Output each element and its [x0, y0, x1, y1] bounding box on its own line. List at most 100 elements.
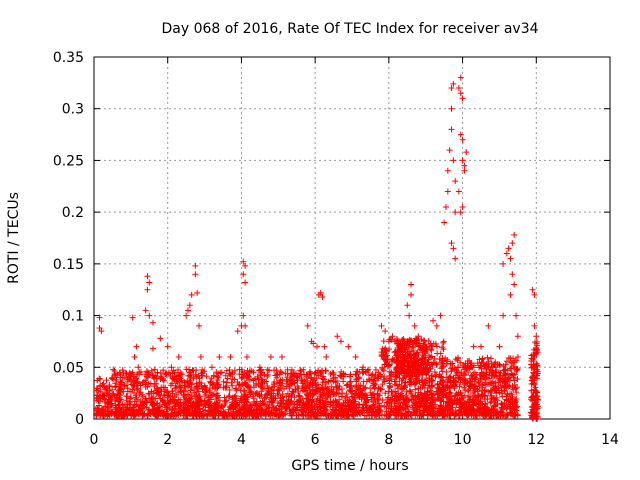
- noise-marker: [172, 382, 179, 389]
- noise-marker: [111, 370, 118, 377]
- data-point: [345, 343, 352, 350]
- noise-marker: [379, 381, 386, 388]
- noise-marker: [337, 372, 344, 379]
- data-point: [507, 255, 514, 262]
- data-point: [319, 293, 326, 300]
- noise-marker: [499, 405, 506, 412]
- noise-marker: [482, 381, 489, 388]
- noise-marker: [442, 355, 449, 362]
- data-point: [415, 333, 422, 340]
- noise-marker: [428, 407, 435, 414]
- noise-marker: [510, 355, 517, 362]
- data-point: [533, 395, 540, 402]
- noise-marker: [514, 375, 521, 382]
- noise-marker: [415, 385, 422, 392]
- noise-marker: [510, 374, 517, 381]
- data-point: [505, 245, 512, 252]
- noise-marker: [161, 386, 168, 393]
- noise-marker: [502, 367, 509, 374]
- noise-marker: [336, 402, 343, 409]
- noise-marker: [149, 409, 156, 416]
- data-point: [511, 281, 518, 288]
- noise-marker: [290, 377, 297, 384]
- noise-marker: [356, 369, 363, 376]
- noise-marker: [311, 390, 318, 397]
- noise-marker: [370, 382, 377, 389]
- noise-marker: [176, 408, 183, 415]
- noise-marker: [447, 397, 454, 404]
- noise-marker: [187, 387, 194, 394]
- noise-marker: [444, 400, 451, 407]
- noise-marker: [475, 379, 482, 386]
- noise-marker: [164, 397, 171, 404]
- noise-marker: [163, 406, 170, 413]
- noise-marker: [409, 393, 416, 400]
- noise-marker: [461, 399, 468, 406]
- noise-marker: [323, 380, 330, 387]
- noise-marker: [271, 383, 278, 390]
- noise-marker: [457, 389, 464, 396]
- noise-marker: [389, 409, 396, 416]
- noise-marker: [170, 367, 177, 374]
- data-point: [242, 322, 249, 329]
- noise-marker: [510, 412, 517, 419]
- noise-marker: [212, 405, 219, 412]
- noise-marker: [532, 401, 539, 408]
- noise-marker: [106, 382, 113, 389]
- data-point: [188, 291, 195, 298]
- noise-marker: [191, 404, 198, 411]
- noise-marker: [450, 374, 457, 381]
- noise-marker: [178, 387, 185, 394]
- noise-marker: [383, 412, 390, 419]
- noise-marker: [177, 378, 184, 385]
- noise-marker: [223, 367, 230, 374]
- noise-marker: [513, 357, 520, 364]
- noise-marker: [100, 412, 107, 419]
- noise-marker: [184, 383, 191, 390]
- noise-marker: [215, 394, 222, 401]
- noise-marker: [137, 402, 144, 409]
- data-point: [485, 322, 492, 329]
- noise-marker: [453, 400, 460, 407]
- noise-marker: [501, 378, 508, 385]
- noise-marker: [510, 386, 517, 393]
- noise-marker: [200, 406, 207, 413]
- noise-marker: [486, 369, 493, 376]
- noise-marker: [315, 372, 322, 379]
- noise-marker: [527, 409, 534, 416]
- noise-marker: [374, 390, 381, 397]
- y-tick-label: 0.05: [53, 360, 84, 376]
- data-point: [175, 353, 182, 360]
- noise-marker: [320, 399, 327, 406]
- noise-marker: [427, 346, 434, 353]
- noise-marker: [385, 388, 392, 395]
- noise-marker: [505, 383, 512, 390]
- noise-marker: [193, 383, 200, 390]
- noise-marker: [284, 374, 291, 381]
- noise-marker: [442, 392, 449, 399]
- noise-marker: [398, 377, 405, 384]
- noise-marker: [481, 374, 488, 381]
- noise-marker: [133, 394, 140, 401]
- y-tick-label: 0.3: [62, 102, 84, 118]
- noise-marker: [334, 401, 341, 408]
- noise-marker: [170, 412, 177, 419]
- noise-marker: [195, 402, 202, 409]
- noise-marker: [496, 389, 503, 396]
- noise-marker: [148, 367, 155, 374]
- data-point: [382, 328, 389, 335]
- noise-marker: [323, 367, 329, 374]
- noise-marker: [101, 396, 108, 403]
- noise-marker: [402, 396, 409, 403]
- noise-marker: [488, 360, 495, 367]
- noise-marker: [245, 373, 252, 380]
- noise-marker: [471, 376, 478, 383]
- noise-marker: [428, 391, 435, 398]
- noise-marker: [225, 393, 232, 400]
- noise-marker: [298, 399, 305, 406]
- noise-marker: [408, 379, 415, 386]
- noise-marker: [188, 384, 195, 391]
- noise-marker: [412, 341, 419, 348]
- noise-marker: [306, 412, 313, 419]
- noise-marker: [166, 401, 173, 408]
